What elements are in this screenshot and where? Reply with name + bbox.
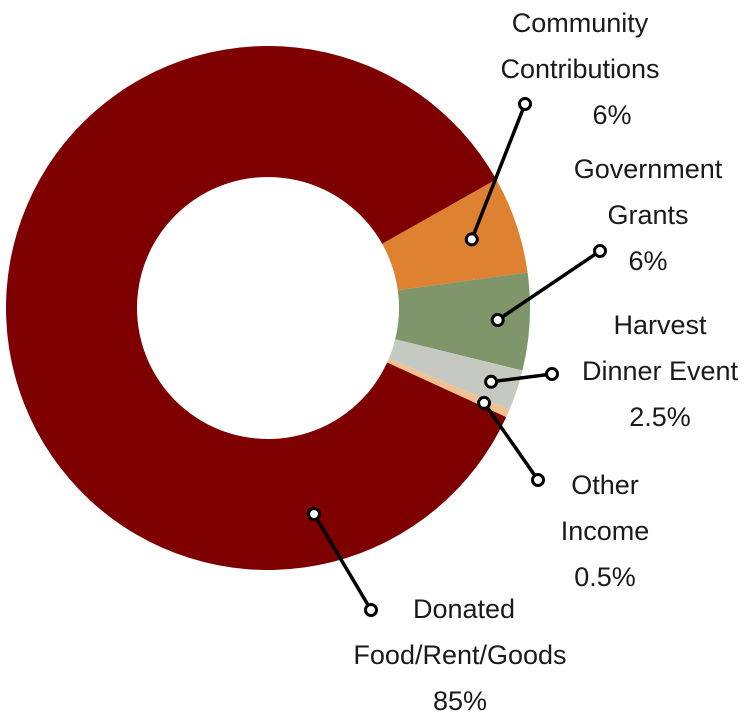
label-harvest-dinner-event-value: 2.5% — [629, 402, 691, 432]
label-government-grants-value: 6% — [628, 246, 668, 276]
leader-government-grants-end-dot — [593, 244, 607, 258]
leader-community-contributions — [470, 103, 527, 241]
leader-other-income-end-dot — [531, 473, 545, 487]
label-harvest-dinner-event-line-2: Dinner Event — [581, 356, 739, 386]
label-other-income-line-2: Income — [560, 516, 650, 546]
leader-harvest-dinner-event — [490, 372, 553, 384]
leader-other-income — [482, 401, 540, 482]
slices-group — [5, 45, 530, 570]
leader-harvest-dinner-event-end-dot — [545, 367, 559, 381]
leader-donated-food-rent-goods-start-dot — [307, 507, 321, 521]
leader-harvest-dinner-event-start-dot — [484, 374, 499, 389]
label-government-grants: Government Grants 6% — [540, 146, 756, 284]
label-government-grants-line-1: Government — [573, 154, 723, 184]
label-other-income-line-1: Other — [571, 470, 639, 500]
label-community-contributions-line-2: Contributions — [500, 54, 660, 84]
label-community-contributions-value: 6% — [592, 100, 632, 130]
label-other-income-value: 0.5% — [574, 562, 636, 592]
slice-government-grants — [395, 272, 530, 371]
label-harvest-dinner-event: Harvest Dinner Event 2.5% — [564, 302, 756, 440]
label-harvest-dinner-event-line-1: Harvest — [613, 310, 707, 340]
label-other-income: Other Income 0.5% — [540, 462, 670, 600]
leader-community-contributions-end-dot — [518, 97, 532, 111]
leader-community-contributions-start-dot — [464, 232, 479, 247]
slice-donated-food-rent-goods — [5, 45, 507, 570]
leader-donated-food-rent-goods — [312, 513, 373, 611]
label-donated-line-2: Food/Rent/Goods — [353, 640, 567, 670]
leader-lines-group — [307, 97, 607, 617]
label-donated-line-1: Donated — [412, 594, 516, 624]
label-donated-food-rent-goods: Donated Food/Rent/Goods 85% — [310, 586, 610, 724]
slice-harvest-dinner-event — [388, 339, 523, 410]
label-government-grants-line-2: Grants — [607, 200, 689, 230]
leader-donated-food-rent-goods-end-dot — [364, 603, 378, 617]
leader-other-income-start-dot — [477, 395, 492, 410]
label-community-contributions-line-1: Community — [511, 8, 649, 38]
leader-government-grants — [496, 249, 601, 322]
slice-community-contributions — [382, 179, 528, 291]
label-donated-value: 85% — [432, 686, 488, 716]
label-community-contributions: Community Contributions 6% — [458, 0, 702, 138]
leader-government-grants-start-dot — [490, 313, 505, 328]
